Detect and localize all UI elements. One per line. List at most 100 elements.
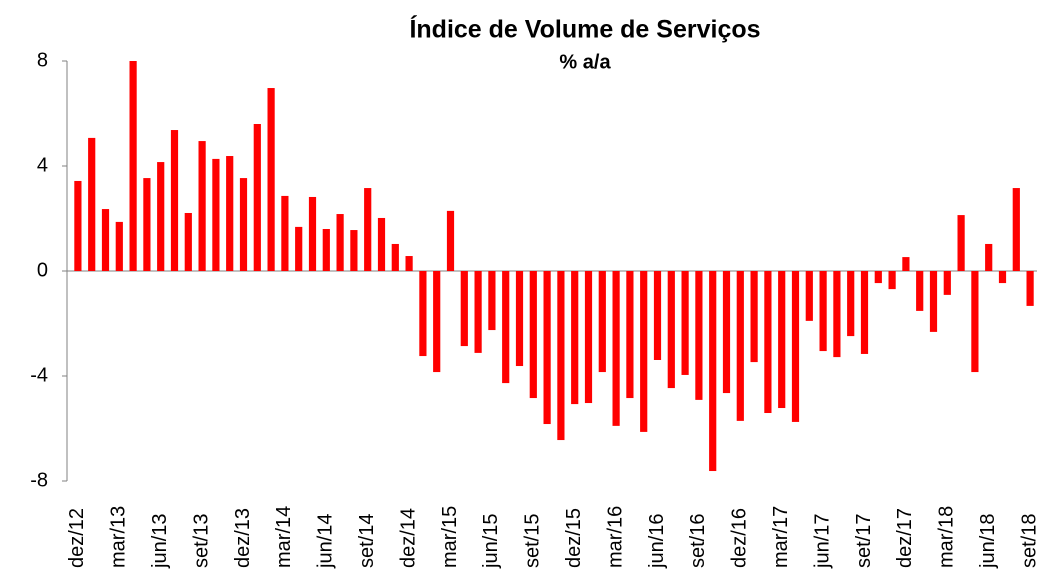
- x-tick-label: set/17: [853, 514, 875, 568]
- bar: [957, 215, 965, 271]
- x-tick-label: dez/16: [729, 508, 751, 568]
- bar: [764, 271, 772, 414]
- bar: [433, 271, 441, 373]
- x-tick-label: dez/17: [894, 508, 916, 568]
- bar: [667, 271, 675, 389]
- bar: [998, 271, 1007, 284]
- bar: [74, 180, 82, 271]
- y-tick-label: -8: [30, 469, 48, 491]
- bar: [543, 271, 551, 425]
- bar: [502, 271, 510, 384]
- bar: [722, 271, 731, 394]
- x-tick-label: set/16: [687, 514, 709, 568]
- bar: [695, 271, 703, 400]
- bar: [515, 271, 524, 367]
- x-tick-label: dez/14: [397, 508, 419, 568]
- bar: [88, 137, 96, 271]
- bar: [640, 271, 648, 432]
- bar: [805, 271, 813, 321]
- bar: [460, 271, 468, 347]
- x-tick-label: jun/18: [977, 514, 999, 570]
- bar: [115, 221, 123, 271]
- bar: [819, 271, 827, 352]
- bar: [626, 271, 634, 399]
- bar: [212, 158, 220, 271]
- bar: [488, 271, 496, 331]
- bar: [791, 271, 800, 422]
- x-tick-label: jun/14: [315, 514, 337, 570]
- bar: [322, 229, 330, 271]
- bar: [571, 271, 579, 405]
- x-tick-label: mar/18: [936, 506, 958, 568]
- x-tick-label: set/15: [522, 514, 544, 568]
- bar: [184, 212, 192, 271]
- y-tick-label: 8: [37, 49, 48, 71]
- bar: [101, 209, 110, 271]
- bar: [198, 141, 206, 271]
- bar: [847, 271, 855, 337]
- bar: [364, 188, 372, 271]
- x-tick-label: jun/16: [646, 514, 668, 570]
- x-tick-label: dez/15: [563, 508, 585, 568]
- x-tick-label: set/14: [356, 514, 378, 568]
- bar: [598, 271, 606, 373]
- bar: [943, 271, 951, 295]
- bar: [778, 271, 786, 409]
- x-tick-label: mar/17: [770, 506, 792, 568]
- bar: [557, 271, 565, 441]
- bar: [916, 271, 924, 311]
- bar: [985, 243, 993, 271]
- bar: [474, 271, 482, 353]
- x-tick-label: mar/14: [273, 506, 295, 568]
- x-tick-label: mar/15: [439, 506, 461, 568]
- bar: [833, 271, 841, 358]
- x-tick-label: jun/15: [480, 514, 502, 570]
- x-tick-label: dez/12: [66, 508, 88, 568]
- y-tick-label: -4: [30, 364, 48, 386]
- bar: [308, 196, 317, 271]
- x-tick-label: jun/17: [811, 514, 833, 570]
- x-tick-label: mar/13: [108, 506, 130, 568]
- bar: [446, 210, 455, 271]
- y-tick-label: 0: [37, 259, 48, 281]
- bar: [681, 271, 689, 375]
- bar: [736, 271, 744, 421]
- bar: [267, 88, 275, 271]
- bar: [929, 271, 938, 332]
- bar: [419, 271, 427, 357]
- x-tick-label: jun/13: [149, 514, 171, 570]
- bar: [295, 226, 303, 271]
- bar: [336, 214, 344, 271]
- bar: [971, 271, 979, 373]
- y-tick-label: 4: [37, 154, 48, 176]
- bar: [874, 271, 882, 284]
- bar: [281, 195, 289, 271]
- bar: [612, 271, 620, 426]
- bar: [129, 61, 137, 271]
- bar: [1012, 188, 1020, 271]
- bar: [350, 230, 358, 271]
- chart-title: Índice de Volume de Serviços: [409, 15, 760, 44]
- bar: [170, 130, 179, 271]
- bar: [584, 271, 593, 404]
- bar: [709, 271, 717, 472]
- bar: [377, 217, 386, 271]
- bar: [391, 243, 399, 271]
- bar: [226, 156, 234, 271]
- bar: [253, 124, 261, 271]
- bar: [902, 257, 910, 271]
- x-tick-label: set/13: [190, 514, 212, 568]
- x-tick-label: set/18: [1018, 514, 1040, 568]
- bar: [1026, 271, 1034, 306]
- x-tick-label: mar/16: [604, 506, 626, 568]
- x-tick-label: dez/13: [232, 508, 254, 568]
- bar: [405, 256, 413, 271]
- bar: [157, 162, 165, 271]
- bar: [860, 271, 869, 354]
- bar: [239, 178, 248, 271]
- bar: [653, 271, 662, 360]
- bar: [750, 271, 758, 363]
- bar: [888, 271, 896, 290]
- bar: [143, 178, 151, 271]
